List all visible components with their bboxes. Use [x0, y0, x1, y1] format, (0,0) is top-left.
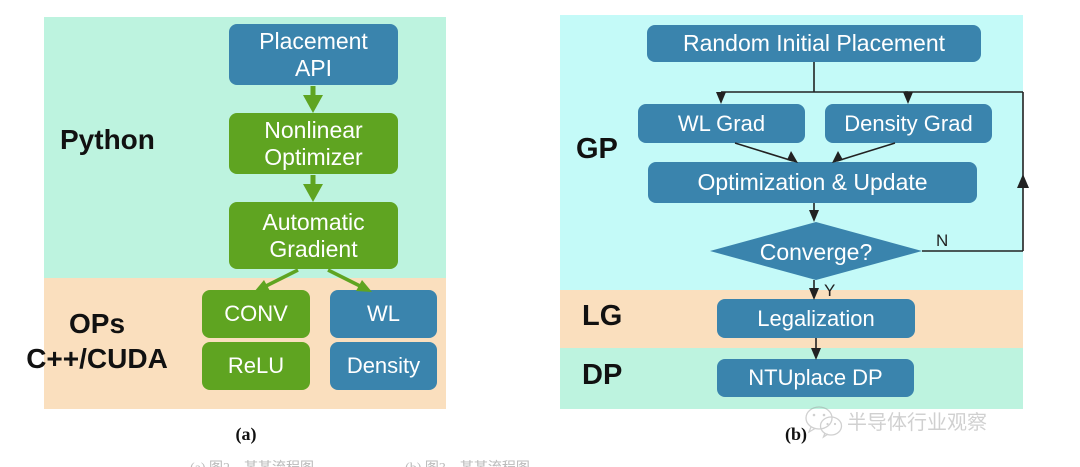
svg-text:半导体行业观察: 半导体行业观察	[847, 411, 987, 434]
svg-text:Y: Y	[824, 281, 835, 300]
svg-text:N: N	[936, 231, 948, 250]
svg-text:Converge?: Converge?	[760, 239, 873, 265]
